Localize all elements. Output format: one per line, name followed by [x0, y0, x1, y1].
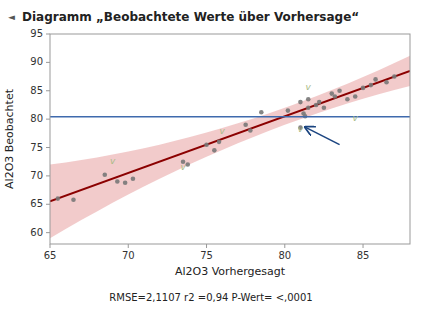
- x-tick: [128, 244, 129, 248]
- scatter-point: [298, 100, 303, 105]
- title-icon: ◄: [8, 12, 15, 22]
- x-tick-label: 75: [200, 250, 213, 261]
- y-tick: [46, 90, 50, 91]
- annotation-label: v: [298, 124, 304, 134]
- regression-line: [50, 71, 410, 202]
- scatter-point: [56, 196, 61, 201]
- y-tick-label: 65: [30, 198, 43, 209]
- y-tick-label: 85: [30, 85, 43, 96]
- x-tick: [206, 244, 207, 248]
- annotation-label: v: [353, 113, 359, 123]
- scatter-point: [373, 77, 378, 82]
- scatter-point: [392, 74, 397, 79]
- scatter-point: [361, 86, 366, 91]
- scatter-point: [217, 140, 222, 145]
- annotation-label: v: [220, 126, 226, 136]
- scatter-point: [115, 179, 120, 184]
- x-tick-label: 65: [44, 250, 57, 261]
- plot-area: [50, 56, 410, 239]
- y-tick-label: 80: [30, 113, 43, 124]
- x-axis-label: Al2O3 Vorhergesagt: [175, 265, 286, 278]
- y-tick: [46, 175, 50, 176]
- x-tick-label: 80: [278, 250, 291, 261]
- x-tick: [284, 244, 285, 248]
- annotation-label: v: [110, 156, 116, 166]
- scatter-point: [306, 97, 311, 102]
- scatter-point: [243, 123, 248, 128]
- plot-frame: [50, 34, 410, 244]
- y-tick: [46, 232, 50, 233]
- scatter-point: [317, 100, 322, 105]
- confidence-band: [50, 56, 410, 239]
- y-tick-label: 70: [30, 170, 43, 181]
- annotation-label: v: [306, 82, 312, 92]
- scatter-point: [384, 80, 389, 85]
- y-tick: [46, 62, 50, 63]
- scatter-point: [259, 110, 264, 115]
- y-tick: [46, 147, 50, 148]
- y-tick: [46, 119, 50, 120]
- y-tick-label: 95: [30, 28, 43, 39]
- scatter-point: [185, 162, 190, 167]
- annotation-arrow: [305, 127, 339, 145]
- scatter-point: [71, 197, 76, 202]
- x-tick: [50, 244, 51, 248]
- scatter-point: [345, 97, 350, 102]
- x-tick-label: 70: [122, 250, 135, 261]
- scatter-point: [212, 148, 217, 153]
- scatter-point: [322, 105, 327, 110]
- scatter-point: [337, 88, 342, 93]
- y-tick: [46, 204, 50, 205]
- x-tick-label: 85: [357, 250, 370, 261]
- annotation-label: v: [180, 162, 186, 172]
- scatter-point: [353, 94, 358, 99]
- scatter-point: [333, 94, 338, 99]
- scatter-point: [248, 128, 253, 133]
- scatter-point: [306, 105, 311, 110]
- scatter-point: [286, 108, 291, 113]
- scatter-point: [102, 172, 107, 177]
- y-tick: [46, 34, 50, 35]
- scatter-point: [123, 180, 128, 185]
- chart-title: Diagramm „Beobachtete Werte über Vorhers…: [22, 10, 359, 24]
- chart-root: ◄ Diagramm „Beobachtete Werte über Vorher…: [0, 0, 422, 310]
- scatter-point: [369, 83, 374, 88]
- scatter-point: [204, 142, 209, 147]
- footnote: RMSE=2,1107 r2 =0,94 P-Wert= <,0001: [109, 292, 312, 303]
- y-axis-label: Al2O3 Beobachtet: [3, 88, 16, 189]
- y-tick-label: 90: [30, 56, 43, 67]
- y-tick-label: 60: [30, 227, 43, 238]
- y-tick-label: 75: [30, 142, 43, 153]
- scatter-point: [131, 176, 136, 181]
- x-tick: [363, 244, 364, 248]
